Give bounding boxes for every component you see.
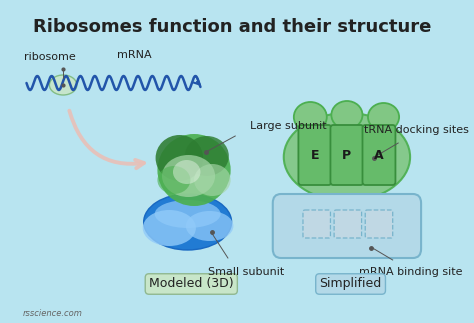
- Ellipse shape: [143, 210, 196, 246]
- FancyBboxPatch shape: [330, 125, 364, 185]
- Ellipse shape: [155, 135, 203, 181]
- Text: E: E: [310, 149, 319, 162]
- FancyBboxPatch shape: [299, 125, 331, 185]
- FancyBboxPatch shape: [273, 194, 421, 258]
- Text: rsscience.com: rsscience.com: [23, 309, 82, 318]
- Text: Simplified: Simplified: [319, 277, 382, 290]
- Ellipse shape: [49, 75, 77, 95]
- Ellipse shape: [157, 166, 191, 194]
- Ellipse shape: [144, 194, 232, 250]
- Ellipse shape: [155, 200, 220, 228]
- Text: P: P: [342, 149, 352, 162]
- Text: mRNA: mRNA: [117, 50, 152, 60]
- Ellipse shape: [162, 155, 215, 197]
- Text: Small subunit: Small subunit: [208, 267, 284, 277]
- FancyArrowPatch shape: [69, 111, 144, 168]
- FancyBboxPatch shape: [334, 210, 362, 238]
- Ellipse shape: [284, 113, 410, 201]
- FancyBboxPatch shape: [365, 210, 392, 238]
- FancyBboxPatch shape: [303, 210, 330, 238]
- Ellipse shape: [194, 164, 231, 196]
- Text: mRNA binding site: mRNA binding site: [359, 267, 463, 277]
- Ellipse shape: [157, 134, 231, 206]
- Text: Modeled (3D): Modeled (3D): [149, 277, 234, 290]
- Ellipse shape: [186, 211, 233, 241]
- Ellipse shape: [173, 160, 201, 184]
- Text: Ribosomes function and their structure: Ribosomes function and their structure: [33, 18, 432, 36]
- Ellipse shape: [368, 103, 399, 131]
- Text: tRNA docking sites: tRNA docking sites: [364, 125, 469, 135]
- Ellipse shape: [294, 102, 327, 132]
- Text: Large subunit: Large subunit: [250, 121, 327, 131]
- Text: A: A: [374, 149, 384, 162]
- Ellipse shape: [331, 101, 363, 129]
- Text: ribosome: ribosome: [25, 52, 76, 62]
- FancyBboxPatch shape: [363, 125, 395, 185]
- Ellipse shape: [185, 136, 229, 176]
